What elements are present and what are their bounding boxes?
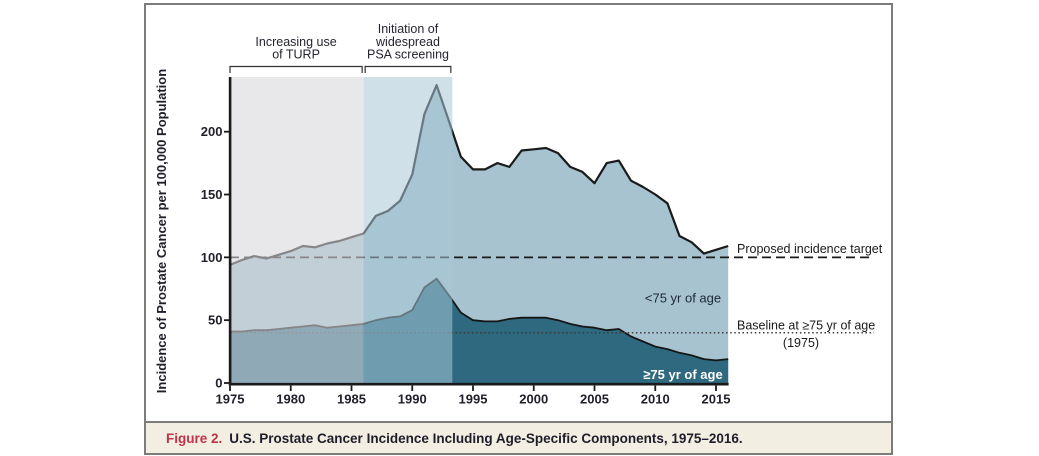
y-axis-title: Incidence of Prostate Cancer per 100,000… [154,69,169,393]
y-tick-label: 200 [201,124,223,139]
turp-era-label-line: of TURP [272,48,320,62]
x-tick-label: 1985 [337,392,366,407]
figure-label: Figure 2. [166,430,223,446]
figure-box: 0 50 100 150 200 1975 1980 1985 1990 1995 2000 2005… [144,3,893,455]
chart-area: 0 50 100 150 200 1975 1980 1985 1990 1995 2000 2005… [146,5,891,423]
psa-era-label-line: widespread [375,35,440,49]
x-tick-label: 1975 [216,392,245,407]
baseline-label: Baseline at ≥75 yr of age [737,319,875,333]
x-tick-label: 2015 [702,392,731,407]
x-tick-label: 2010 [641,392,670,407]
turp-era-bracket [229,65,363,73]
psa-era-bracket [364,65,452,73]
x-tick-label: 2000 [519,392,548,407]
y-tick-label: 150 [201,187,223,202]
psa-era-label-line: PSA screening [367,48,449,62]
caption-text: U.S. Prostate Cancer Incidence Including… [229,430,743,446]
figure-caption: Figure 2. U.S. Prostate Cancer Incidence… [146,423,891,453]
x-tick-label: 1990 [398,392,427,407]
proposed-target-label: Proposed incidence target [737,242,883,256]
turp-era-label-line: Increasing use [255,35,336,49]
psa-era-band [363,77,453,384]
y-tick-label: 50 [208,313,222,328]
under75-region-label: <75 yr of age [645,291,721,306]
x-tick-label: 2005 [580,392,609,407]
y-tick-label: 100 [201,250,223,265]
baseline-year-label: (1975) [783,336,819,350]
over75-region-label: ≥75 yr of age [643,367,722,382]
x-tick-label: 1980 [276,392,305,407]
turp-era-band [231,77,364,384]
x-tick-label: 1995 [459,392,488,407]
chart-svg: 0 50 100 150 200 1975 1980 1985 1990 1995 2000 2005… [154,22,883,407]
psa-era-label-line: Initiation of [378,22,439,36]
y-tick-label: 0 [215,376,222,391]
